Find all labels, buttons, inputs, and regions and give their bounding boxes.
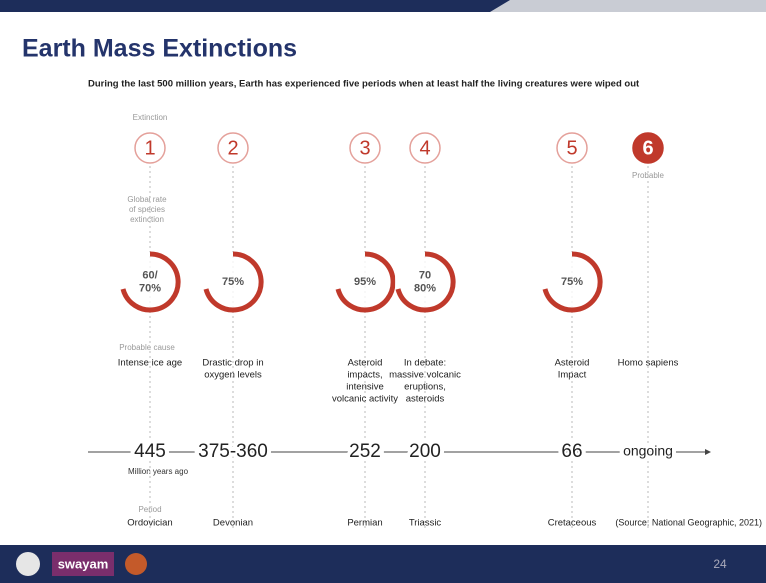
cause: Drastic drop in (202, 358, 263, 369)
date: ongoing (623, 443, 673, 459)
mya-label: Million years ago (128, 467, 189, 476)
cause: Impact (558, 370, 587, 381)
page-number: 24 (713, 557, 727, 571)
top-stripe (490, 0, 766, 12)
period: Cretaceous (548, 518, 597, 529)
date: 252 (349, 441, 381, 462)
rate-label: extinction (130, 215, 164, 224)
event-number: 1 (144, 137, 155, 159)
rate-label: of species (129, 205, 165, 214)
status: Probable (632, 171, 665, 180)
event-number: 5 (566, 137, 577, 159)
date: 445 (134, 441, 166, 462)
rate: 60/ (142, 269, 157, 281)
date: 66 (561, 441, 582, 462)
cause: Asteroid (555, 358, 590, 369)
rate: 75% (222, 276, 244, 288)
cause: In debate: (404, 358, 446, 369)
rate: 70% (139, 282, 161, 294)
rate: 75% (561, 276, 583, 288)
cause: intensive (346, 382, 384, 393)
cause: oxygen levels (204, 370, 262, 381)
cause: eruptions, (404, 382, 446, 393)
rate: 95% (354, 276, 376, 288)
cause: Homo sapiens (618, 358, 679, 369)
extinction-label: Extinction (133, 113, 168, 122)
logo-nptel (125, 553, 147, 575)
rate-label: Global rate (127, 195, 167, 204)
event-number: 2 (227, 137, 238, 159)
date: 375-360 (198, 441, 268, 462)
period: Permian (347, 518, 382, 529)
rate: 80% (414, 282, 436, 294)
event-number: 3 (359, 137, 370, 159)
cause: asteroids (406, 394, 445, 405)
source: (Source: National Geographic, 2021) (615, 517, 762, 527)
cause: Intense ice age (118, 358, 182, 369)
date: 200 (409, 441, 441, 462)
logo-emblem (16, 552, 40, 576)
logo-text: swayam (58, 556, 109, 571)
period: Triassic (409, 518, 442, 529)
arrow (705, 449, 711, 455)
title: Earth Mass Extinctions (22, 35, 297, 63)
slide: Earth Mass Extinctions During the last 5… (0, 0, 766, 583)
cause: impacts, (347, 370, 382, 381)
period: Devonian (213, 518, 253, 529)
cause: volcanic activity (332, 394, 398, 405)
period: Ordovician (127, 518, 172, 529)
event-number: 4 (419, 137, 430, 159)
subtitle: During the last 500 million years, Earth… (88, 79, 640, 90)
cause-label: Probable cause (119, 343, 175, 352)
event-number: 6 (642, 137, 653, 159)
cause: Asteroid (348, 358, 383, 369)
cause: massive volcanic (389, 370, 461, 381)
rate: 70 (419, 269, 431, 281)
bottom-bar (0, 545, 766, 583)
